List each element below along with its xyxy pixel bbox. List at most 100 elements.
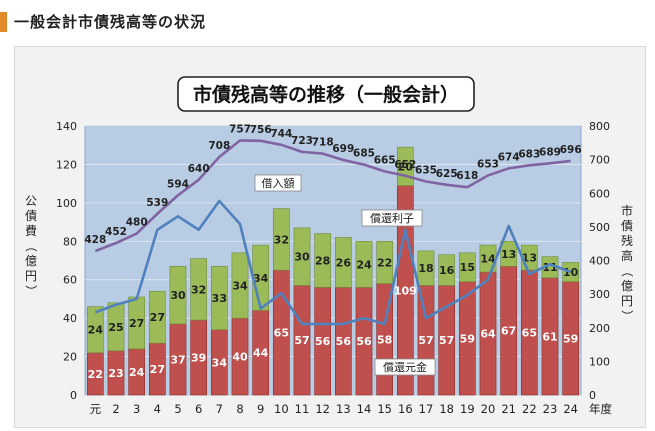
x-tick-label: 元 [90, 402, 102, 416]
bar-interest [107, 302, 125, 352]
x-tick-label: 22 [522, 402, 537, 416]
x-tick-label: 24 [563, 402, 578, 416]
x-tick-label: 12 [315, 402, 330, 416]
bar-interest-label: 14 [480, 253, 496, 266]
bar-principal-label: 56 [336, 335, 352, 348]
bar-interest-label: 18 [418, 262, 433, 275]
bar-principal-label: 44 [253, 347, 269, 360]
page-heading: 一般会計市債残高等の状況 [14, 13, 207, 31]
x-tick-label: 15 [377, 402, 392, 416]
bar-interest [334, 237, 352, 288]
left-tick-label: 100 [56, 197, 77, 210]
debt-value-label: 452 [105, 226, 127, 238]
bar-interest-label: 25 [108, 321, 123, 334]
right-tick-label: 700 [589, 154, 610, 167]
x-tick-label: 5 [174, 402, 181, 416]
bar-principal-label: 56 [315, 335, 331, 348]
bar-interest [458, 252, 476, 282]
right-axis-title-char: 残 [621, 234, 633, 248]
left-tick-label: 40 [63, 312, 77, 325]
bar-interest [562, 262, 580, 282]
bar-interest [190, 258, 208, 321]
bar-principal-label: 37 [170, 353, 185, 366]
annotation-box-principal [374, 358, 436, 376]
annotation-principal: 償還元金 [383, 360, 427, 374]
debt-value-label: 674 [498, 151, 520, 163]
bar-interest-label: 34 [232, 279, 248, 292]
bar-interest [231, 252, 249, 319]
right-tick-label: 100 [589, 355, 610, 368]
right-axis-title-char: 債 [621, 218, 633, 233]
chart-title-box [177, 76, 475, 112]
x-tick-label: 4 [154, 402, 161, 416]
debt-value-label: 635 [415, 164, 437, 176]
x-tick-label: 2 [112, 402, 119, 416]
left-axis-title-char: 費 [25, 223, 37, 238]
bar-interest-label: 28 [315, 255, 330, 268]
left-axis-title-char: ） [24, 285, 38, 297]
line-outstanding-debt [94, 139, 571, 253]
debt-value-label: 756 [250, 124, 272, 136]
bar-interest-label: 22 [377, 256, 392, 269]
x-tick-label: 19 [460, 402, 475, 416]
left-axis-title-char: 債 [25, 208, 37, 223]
debt-value-label: 708 [208, 140, 230, 152]
bar-interest-label: 30 [294, 251, 310, 264]
page-header: 一般会計市債残高等の状況 [0, 8, 655, 36]
bar-interest-label: 34 [253, 272, 269, 285]
bar-principal-label: 57 [418, 334, 433, 347]
bar-interest [272, 208, 290, 271]
bar-principal-label: 61 [542, 330, 557, 343]
bar-principal-label: 57 [439, 334, 454, 347]
right-tick-label: 0 [589, 389, 596, 402]
bar-interest [500, 240, 518, 267]
annotation-box-borrowing [254, 174, 302, 192]
annotation-box-interest [361, 209, 423, 227]
bar-principal-label: 34 [212, 356, 228, 369]
bar-interest-label: 26 [336, 256, 352, 269]
bar-principal-label: 27 [150, 363, 165, 376]
debt-value-label: 757 [229, 123, 251, 135]
x-tick-label: 13 [336, 402, 351, 416]
left-axis-title-char: 円 [25, 269, 37, 283]
right-axis-title-char: 円 [621, 294, 633, 308]
left-axis-title-char: （ [24, 240, 38, 252]
right-axis-title-char: 高 [621, 248, 633, 263]
bar-interest [376, 240, 394, 284]
right-tick-label: 200 [589, 322, 610, 335]
debt-value-label: 696 [560, 144, 582, 156]
bar-interest-label: 13 [522, 252, 537, 265]
bar-interest-label: 13 [501, 248, 516, 261]
x-tick-label: 3 [133, 402, 140, 416]
debt-value-label: 480 [126, 217, 148, 229]
bar-principal-label: 59 [460, 332, 475, 345]
debt-value-label: 665 [374, 154, 396, 166]
bar-interest-label: 15 [460, 261, 475, 274]
debt-value-label: 689 [539, 146, 561, 158]
debt-value-label: 699 [332, 143, 354, 155]
debt-value-label: 640 [188, 163, 210, 175]
bar-interest-label: 27 [150, 311, 165, 324]
debt-value-label: 685 [353, 148, 375, 160]
bar-principal-label: 39 [191, 352, 206, 365]
bar-interest-label: 27 [129, 317, 144, 330]
left-tick-label: 140 [56, 120, 77, 133]
left-tick-label: 20 [63, 351, 77, 364]
right-axis-title-char: 市 [621, 203, 633, 218]
bar-interest-label: 33 [212, 292, 227, 305]
bar-principal-label: 22 [88, 368, 103, 381]
bar-interest-label: 20 [398, 160, 414, 173]
bar-interest-label: 32 [191, 283, 206, 296]
bar-interest [169, 265, 187, 325]
debt-value-label: 683 [518, 148, 540, 160]
bar-principal-label: 40 [232, 351, 248, 364]
bar-interest-label: 24 [356, 258, 372, 271]
bar-interest [417, 250, 435, 286]
left-tick-label: 120 [56, 158, 77, 171]
x-tick-label: 9 [257, 402, 264, 416]
bar-principal-label: 64 [480, 328, 496, 341]
bar-principal-label: 24 [129, 366, 145, 379]
x-tick-label: 20 [481, 402, 496, 416]
debt-value-label: 618 [456, 170, 478, 182]
x-axis-unit: 年度 [589, 402, 612, 416]
